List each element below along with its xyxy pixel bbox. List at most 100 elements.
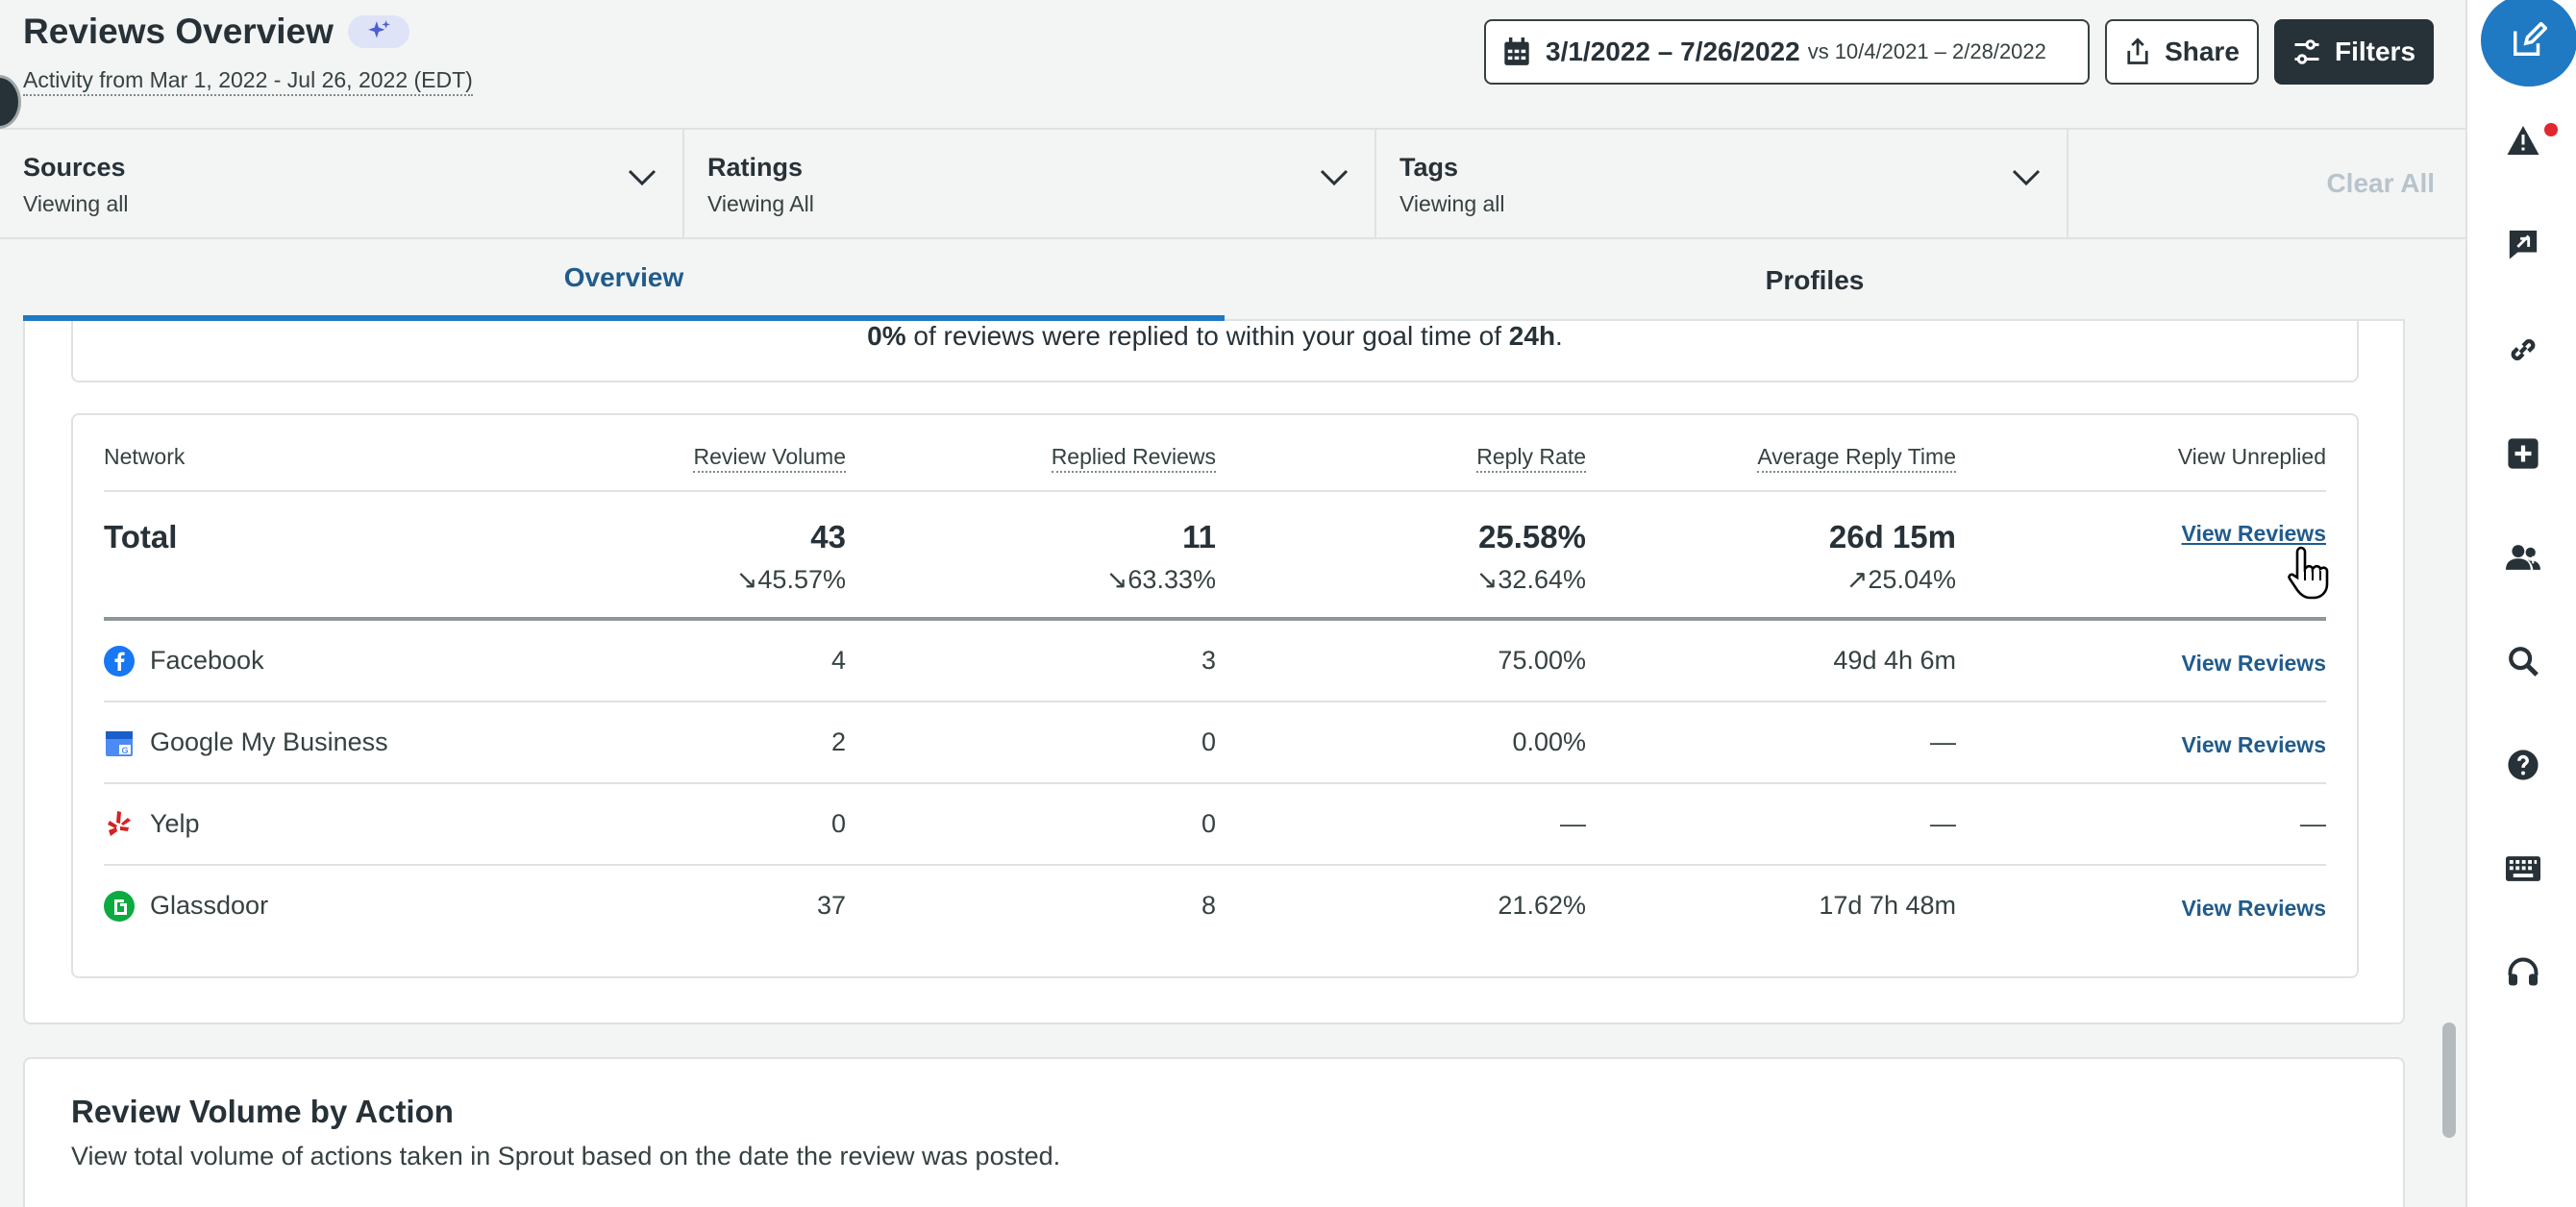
view-unreplied-empty: —	[2300, 809, 2326, 838]
filter-label: Ratings	[707, 153, 804, 182]
help-button[interactable]	[2506, 748, 2540, 782]
search-icon	[2509, 647, 2539, 677]
page-title: Reviews Overview	[23, 12, 334, 51]
network-table: Network Review Volume Replied Reviews Re…	[71, 413, 2359, 978]
links-button[interactable]	[2506, 333, 2540, 367]
share-label: Share	[2165, 37, 2240, 66]
users-button[interactable]	[2506, 540, 2540, 575]
goal-text: of reviews were replied to within your g…	[905, 321, 1509, 351]
header-reply-rate: Reply Rate	[1476, 444, 1586, 473]
network-name: Yelp	[150, 809, 200, 838]
date-range-button[interactable]: 3/1/2022 – 7/26/2022 vs 10/4/2021 – 2/28…	[1484, 19, 2090, 85]
total-avg-time: 26d 15m ↗25.04%	[1828, 519, 1956, 594]
ratings-filter[interactable]: Ratings Viewing All	[684, 130, 1376, 237]
headset-icon	[2508, 957, 2539, 986]
section-title: Review Volume by Action	[71, 1094, 454, 1129]
header-review-volume: Review Volume	[693, 444, 846, 473]
table-row: G Google My Business 2 0 0.00% — View Re…	[104, 702, 2326, 784]
goal-summary: 0% of reviews were replied to within you…	[71, 321, 2359, 382]
ai-sparkle-badge[interactable]	[348, 15, 409, 48]
right-rail	[2465, 0, 2576, 1207]
filter-label: Tags	[1399, 153, 1459, 182]
network-name: Google My Business	[150, 727, 388, 756]
total-row: Total 43 ↘45.57% 11 ↘63.33% 25.58% ↘32.64% …	[104, 492, 2326, 621]
table-row: Glassdoor 37 8 21.62% 17d 7h 48m View Re…	[104, 866, 2326, 948]
page-header: Reviews Overview Activity from Mar 1, 20…	[0, 0, 2465, 130]
review-volume: 2	[830, 727, 846, 756]
average-reply-time: 49d 4h 6m	[1833, 646, 1956, 675]
glassdoor-icon	[104, 891, 135, 922]
table-row: Facebook 4 3 75.00% 49d 4h 6m View Revie…	[104, 621, 2326, 702]
replied-reviews: 3	[1201, 646, 1216, 675]
average-reply-time: 17d 7h 48m	[1819, 891, 1956, 920]
facebook-icon	[104, 646, 135, 677]
reply-rate: 75.00%	[1498, 646, 1586, 675]
review-volume: 37	[816, 891, 846, 920]
tags-filter[interactable]: Tags Viewing all	[1376, 130, 2068, 237]
clear-all-button[interactable]: Clear All	[2326, 168, 2435, 198]
filters-button[interactable]: Filters	[2274, 19, 2434, 85]
replied-reviews: 8	[1201, 891, 1216, 920]
section-description: View total volume of actions taken in Sp…	[71, 1142, 1061, 1170]
review-volume: 0	[830, 809, 846, 838]
collapse-nav-button[interactable]	[0, 75, 21, 129]
total-view-reviews-link[interactable]: View Reviews	[2181, 521, 2326, 546]
google-my-business-icon: G	[106, 731, 133, 756]
hand-cursor-icon	[2288, 546, 2329, 600]
compose-icon	[2514, 22, 2547, 56]
filter-bar: Sources Viewing all Ratings Viewing All …	[0, 130, 2465, 239]
average-reply-time: —	[1930, 727, 1956, 756]
share-button[interactable]: Share	[2105, 19, 2259, 85]
table-header-row: Network Review Volume Replied Reviews Re…	[104, 415, 2326, 492]
compose-button[interactable]	[2481, 0, 2576, 86]
alert-icon	[2507, 126, 2539, 155]
network-name: Glassdoor	[150, 891, 269, 920]
reply-rate: 0.00%	[1512, 727, 1586, 756]
view-reviews-link[interactable]: View Reviews	[2181, 651, 2326, 676]
total-volume: 43 ↘45.57%	[735, 519, 846, 594]
search-button[interactable]	[2506, 644, 2540, 678]
tab-profiles[interactable]: Profiles	[1765, 265, 1865, 295]
network-name: Facebook	[150, 646, 264, 675]
add-button[interactable]	[2506, 436, 2540, 471]
notification-dot	[2544, 123, 2558, 136]
reply-summary-card: 0% of reviews were replied to within you…	[23, 321, 2405, 1024]
support-button[interactable]	[2506, 955, 2540, 990]
reply-rate: 21.62%	[1498, 891, 1586, 920]
scrollbar-thumb[interactable]	[2442, 1022, 2456, 1138]
calendar-icon	[1504, 37, 1529, 65]
average-reply-time: —	[1930, 809, 1956, 838]
chevron-down-icon	[628, 169, 656, 186]
yelp-icon	[108, 811, 131, 836]
replied-reviews: 0	[1201, 809, 1216, 838]
header-view-unreplied: View Unreplied	[2177, 444, 2326, 469]
filters-label: Filters	[2334, 37, 2416, 66]
chevron-down-icon	[1320, 169, 1349, 186]
main-area: Reviews Overview Activity from Mar 1, 20…	[0, 0, 2465, 1207]
feed-button[interactable]	[2506, 227, 2540, 261]
svg-text:G: G	[121, 746, 128, 755]
sparkle-icon	[368, 20, 390, 38]
add-icon	[2508, 438, 2539, 469]
total-reply-rate: 25.58% ↘32.64%	[1475, 519, 1586, 594]
alerts-button[interactable]	[2506, 123, 2540, 158]
review-volume: 4	[830, 646, 846, 675]
goal-percent: 0%	[867, 321, 906, 351]
link-icon	[2511, 338, 2536, 361]
goal-time: 24h	[1508, 321, 1556, 351]
compare-prefix: vs	[1807, 39, 1829, 63]
keyboard-icon	[2506, 856, 2540, 881]
keyboard-shortcuts-button[interactable]	[2506, 851, 2540, 886]
sources-filter[interactable]: Sources Viewing all	[0, 130, 684, 237]
reply-rate: —	[1560, 809, 1586, 838]
header-network: Network	[104, 444, 186, 469]
header-average-reply-time: Average Reply Time	[1757, 444, 1956, 473]
view-reviews-link[interactable]: View Reviews	[2181, 896, 2326, 921]
table-row: Yelp 0 0 — — —	[104, 784, 2326, 866]
chevron-down-icon	[2012, 169, 2041, 186]
tab-overview[interactable]: Overview	[23, 240, 1225, 321]
feather-icon	[2509, 230, 2538, 259]
total-replied: 11 ↘63.33%	[1105, 519, 1216, 594]
activity-range-text[interactable]: Activity from Mar 1, 2022 - Jul 26, 2022…	[23, 67, 473, 96]
view-reviews-link[interactable]: View Reviews	[2181, 732, 2326, 757]
